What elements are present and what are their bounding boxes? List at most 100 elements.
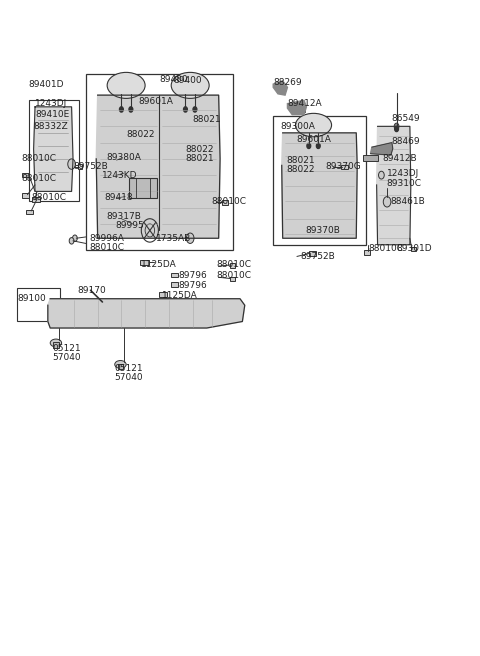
Text: 88022: 88022 xyxy=(287,165,315,174)
Text: 89100: 89100 xyxy=(17,295,46,303)
Text: 57040: 57040 xyxy=(114,373,143,382)
FancyBboxPatch shape xyxy=(171,283,179,287)
Circle shape xyxy=(129,107,133,112)
Text: 89370G: 89370G xyxy=(325,162,361,171)
Text: 88461B: 88461B xyxy=(391,197,426,206)
Text: 88021: 88021 xyxy=(287,155,315,165)
Text: 1735AB: 1735AB xyxy=(156,234,191,243)
Text: 05121: 05121 xyxy=(114,364,143,373)
Polygon shape xyxy=(282,133,357,238)
Circle shape xyxy=(69,237,74,244)
Text: 88022: 88022 xyxy=(126,131,155,139)
Text: 88010C: 88010C xyxy=(22,174,57,183)
Polygon shape xyxy=(48,298,245,328)
Ellipse shape xyxy=(115,361,126,368)
Ellipse shape xyxy=(50,339,61,347)
Text: 1243KD: 1243KD xyxy=(102,171,138,180)
Ellipse shape xyxy=(171,72,209,98)
FancyBboxPatch shape xyxy=(25,210,33,214)
Text: 88332Z: 88332Z xyxy=(34,122,68,131)
FancyBboxPatch shape xyxy=(171,273,179,277)
Text: 89301D: 89301D xyxy=(396,244,432,253)
Text: 89170: 89170 xyxy=(78,286,107,295)
Ellipse shape xyxy=(296,113,332,136)
Text: 88010C: 88010C xyxy=(22,154,57,163)
Text: 86549: 86549 xyxy=(392,114,420,123)
FancyBboxPatch shape xyxy=(140,260,149,265)
Text: 89380A: 89380A xyxy=(106,153,141,162)
Polygon shape xyxy=(288,100,306,115)
Text: 1243DJ: 1243DJ xyxy=(35,99,67,108)
Text: 89410E: 89410E xyxy=(35,110,69,119)
Circle shape xyxy=(307,143,311,148)
Circle shape xyxy=(193,107,197,112)
FancyBboxPatch shape xyxy=(229,277,235,281)
Text: 88022: 88022 xyxy=(185,144,214,154)
FancyBboxPatch shape xyxy=(32,197,40,203)
Circle shape xyxy=(186,233,194,243)
Text: 89752B: 89752B xyxy=(301,252,336,261)
Text: 88010C: 88010C xyxy=(216,260,251,269)
Text: 89995: 89995 xyxy=(116,220,144,230)
Polygon shape xyxy=(371,142,393,155)
FancyBboxPatch shape xyxy=(22,194,29,198)
Ellipse shape xyxy=(107,72,145,98)
Circle shape xyxy=(68,159,75,169)
Text: 89317B: 89317B xyxy=(106,212,141,220)
Text: 1125DA: 1125DA xyxy=(141,260,177,269)
FancyBboxPatch shape xyxy=(78,164,83,169)
FancyBboxPatch shape xyxy=(159,292,167,297)
FancyBboxPatch shape xyxy=(341,165,348,169)
Polygon shape xyxy=(377,127,411,245)
Circle shape xyxy=(394,123,399,130)
Circle shape xyxy=(316,143,320,148)
Text: 88021: 88021 xyxy=(192,115,221,125)
Circle shape xyxy=(72,235,77,241)
Text: 89370B: 89370B xyxy=(305,226,340,235)
Circle shape xyxy=(384,197,391,207)
Text: 89310C: 89310C xyxy=(386,179,421,188)
Text: 89400: 89400 xyxy=(174,76,202,85)
FancyBboxPatch shape xyxy=(293,106,305,112)
Polygon shape xyxy=(273,81,288,95)
Text: 89752B: 89752B xyxy=(73,162,108,171)
Text: 89412B: 89412B xyxy=(383,154,417,163)
Text: 1125DA: 1125DA xyxy=(162,291,197,300)
FancyBboxPatch shape xyxy=(411,247,416,251)
FancyBboxPatch shape xyxy=(118,364,123,369)
Circle shape xyxy=(183,107,187,112)
Text: 88010C: 88010C xyxy=(216,272,251,281)
Text: 88010C: 88010C xyxy=(368,244,403,253)
FancyBboxPatch shape xyxy=(364,250,370,255)
Text: 89401D: 89401D xyxy=(29,79,64,89)
Text: 88010C: 88010C xyxy=(212,197,247,206)
Text: 89601A: 89601A xyxy=(138,97,173,106)
Text: 88021: 88021 xyxy=(185,154,214,163)
Text: 89412A: 89412A xyxy=(288,99,322,108)
Text: 05121: 05121 xyxy=(53,344,81,354)
Polygon shape xyxy=(96,95,220,238)
Circle shape xyxy=(395,127,398,132)
Text: 88010C: 88010C xyxy=(31,194,66,203)
Text: 88269: 88269 xyxy=(273,77,302,87)
Circle shape xyxy=(379,171,384,179)
Polygon shape xyxy=(34,107,73,192)
Text: 89300A: 89300A xyxy=(280,122,315,131)
FancyBboxPatch shape xyxy=(129,178,157,198)
Text: 88010C: 88010C xyxy=(89,243,124,252)
FancyBboxPatch shape xyxy=(22,173,29,177)
Text: 89601A: 89601A xyxy=(296,135,331,144)
Text: 1243DJ: 1243DJ xyxy=(387,169,420,178)
FancyBboxPatch shape xyxy=(363,155,378,161)
Text: 89796: 89796 xyxy=(179,272,207,281)
FancyBboxPatch shape xyxy=(222,200,228,205)
FancyBboxPatch shape xyxy=(53,342,59,348)
Circle shape xyxy=(120,107,123,112)
Text: 57040: 57040 xyxy=(53,354,81,362)
Text: 88469: 88469 xyxy=(392,138,420,146)
Text: 89996A: 89996A xyxy=(89,234,124,243)
FancyBboxPatch shape xyxy=(229,263,235,268)
Text: 89796: 89796 xyxy=(179,281,207,290)
Text: 89400: 89400 xyxy=(159,75,188,84)
Text: 89418: 89418 xyxy=(105,194,133,203)
